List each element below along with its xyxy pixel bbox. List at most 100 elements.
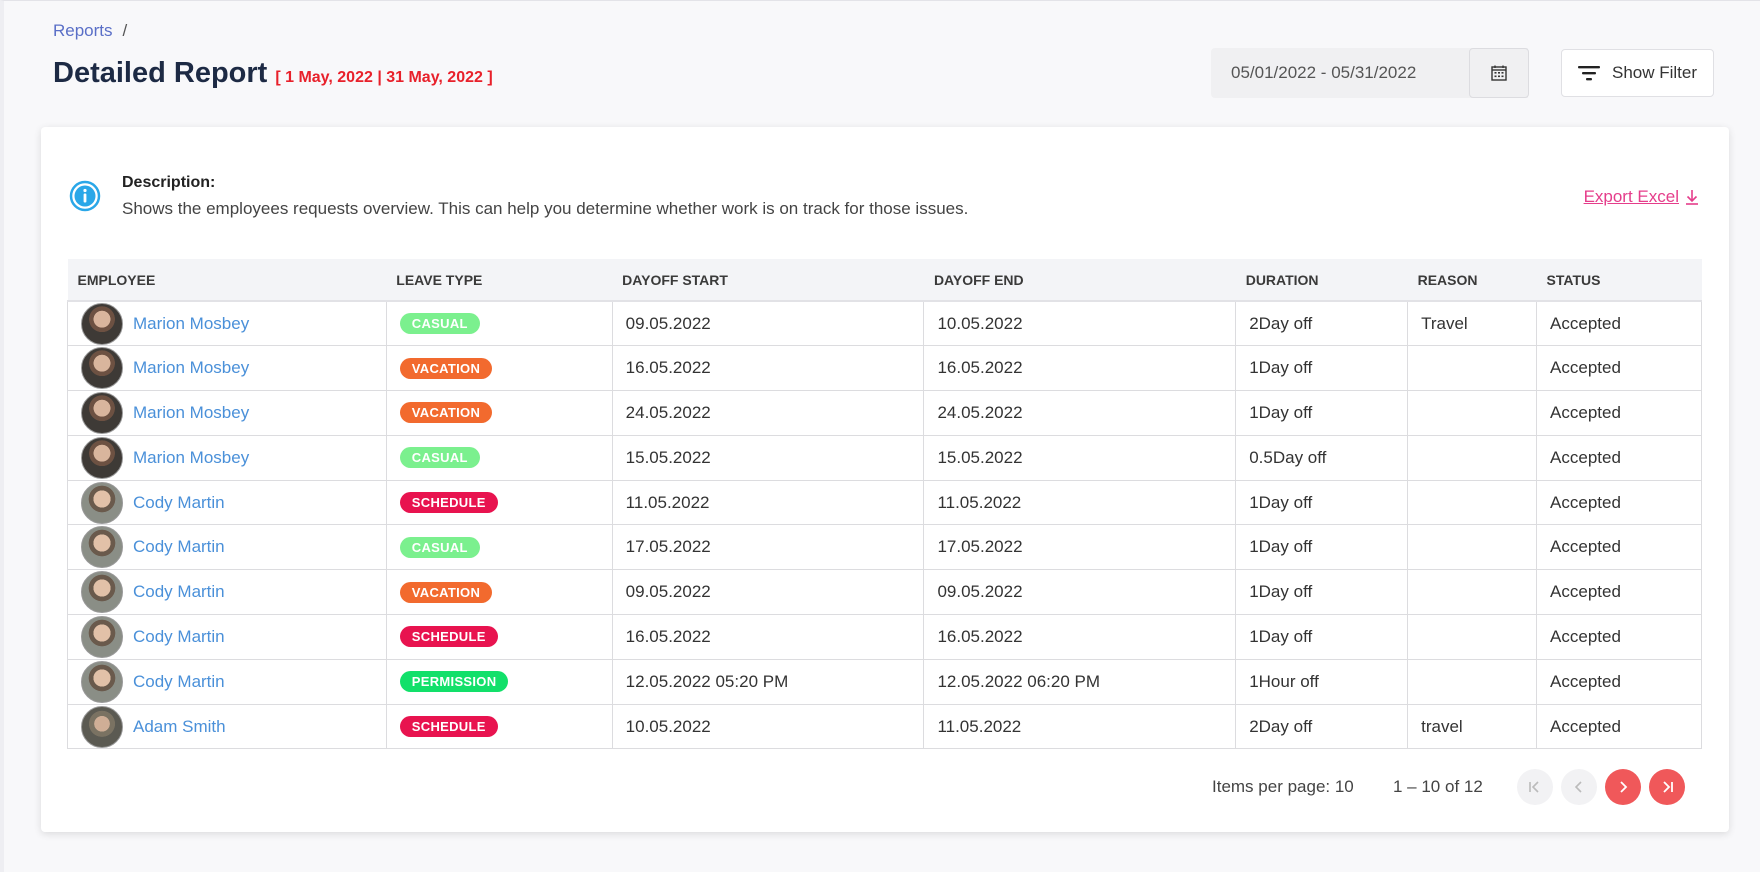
first-page-icon [1529, 781, 1539, 793]
export-excel-label: Export Excel [1583, 187, 1679, 206]
reason-cell: travel [1407, 703, 1538, 750]
title-row: Detailed Report [ 1 May, 2022 | 31 May, … [53, 57, 493, 90]
report-date-range-label: [ 1 May, 2022 | 31 May, 2022 ] [275, 69, 493, 86]
reason-cell [1407, 345, 1538, 392]
leave-type-cell: VACATION [385, 345, 613, 392]
employee-info: Cody Martin [81, 526, 386, 569]
dayoff-start-cell: 16.05.2022 [611, 345, 925, 392]
employee-cell: Marion Mosbey [67, 345, 387, 392]
employee-name-link[interactable]: Marion Mosbey [133, 358, 250, 378]
employee-info: Cody Martin [81, 481, 386, 524]
employee-info: Cody Martin [81, 615, 386, 658]
avatar [81, 615, 123, 658]
duration-cell: 1Hour off [1235, 658, 1409, 705]
status-cell: Accepted [1536, 614, 1702, 660]
dayoff-end-cell: 16.05.2022 [923, 614, 1237, 660]
status-cell: Accepted [1536, 479, 1702, 526]
export-excel-link[interactable]: Export Excel [1584, 187, 1699, 207]
page-title: Detailed Report [53, 57, 268, 89]
column-header-employee[interactable]: EMPLOYEE [67, 259, 387, 302]
next-page-button[interactable] [1605, 769, 1641, 805]
employee-name-link[interactable]: Cody Martin [133, 537, 225, 557]
avatar [81, 481, 123, 524]
column-header-status[interactable]: STATUS [1536, 259, 1702, 302]
reason-cell [1407, 479, 1538, 526]
reason-cell [1407, 658, 1538, 705]
employee-info: Adam Smith [81, 705, 386, 748]
duration-cell: 1Day off [1235, 345, 1409, 392]
dayoff-start-cell: 15.05.2022 [611, 434, 925, 481]
leave-type-cell: SCHEDULE [385, 479, 613, 526]
status-cell: Accepted [1536, 524, 1702, 571]
employee-name-link[interactable]: Cody Martin [133, 582, 225, 602]
employee-info: Cody Martin [81, 571, 386, 614]
calendar-button[interactable] [1469, 48, 1529, 98]
duration-cell: 1Day off [1235, 479, 1409, 526]
leave-type-badge: CASUAL [399, 313, 480, 335]
employee-name-link[interactable]: Marion Mosbey [133, 313, 250, 333]
dayoff-end-cell: 09.05.2022 [923, 569, 1237, 616]
filter-icon [1577, 66, 1600, 81]
first-page-button[interactable] [1517, 769, 1553, 805]
leave-type-badge: VACATION [399, 581, 493, 603]
table-header-row: EMPLOYEE LEAVE TYPE DAYOFF START DAYOFF … [67, 259, 1702, 302]
column-header-leave-type[interactable]: LEAVE TYPE [386, 259, 613, 302]
dayoff-end-cell: 11.05.2022 [923, 479, 1237, 526]
dayoff-start-cell: 10.05.2022 [611, 703, 925, 750]
dayoff-start-cell: 17.05.2022 [611, 524, 925, 571]
employee-cell: Cody Martin [67, 479, 387, 526]
items-per-page-label[interactable]: Items per page: 10 [1212, 777, 1354, 796]
dayoff-end-cell: 15.05.2022 [923, 434, 1237, 481]
previous-page-button[interactable] [1561, 769, 1597, 805]
avatar [81, 571, 123, 614]
dayoff-start-cell: 09.05.2022 [611, 300, 925, 347]
leave-type-badge: VACATION [399, 357, 493, 379]
reason-cell: Travel [1407, 300, 1538, 347]
show-filter-label: Show Filter [1611, 63, 1698, 82]
column-header-reason[interactable]: REASON [1407, 259, 1537, 302]
calendar-icon [1491, 65, 1507, 81]
employee-name-link[interactable]: Marion Mosbey [133, 402, 250, 422]
avatar [81, 302, 123, 345]
last-page-button[interactable] [1649, 769, 1685, 805]
dayoff-end-cell: 11.05.2022 [923, 703, 1237, 750]
table-row: Cody Martin SCHEDULE 11.05.2022 11.05.2022 1… [67, 479, 1702, 526]
employee-info: Marion Mosbey [81, 347, 386, 390]
chevron-right-icon [1620, 781, 1628, 793]
column-header-dayoff-start[interactable]: DAYOFF START [612, 259, 924, 302]
reason-cell [1407, 390, 1538, 436]
table-row: Marion Mosbey CASUAL 09.05.2022 10.05.2022 2… [67, 300, 1702, 347]
table-row: Cody Martin SCHEDULE 16.05.2022 16.05.2022 1… [67, 614, 1702, 660]
leave-type-cell: VACATION [385, 390, 613, 436]
leave-type-badge: PERMISSION [399, 671, 509, 693]
employee-name-link[interactable]: Adam Smith [133, 716, 226, 736]
leave-type-badge: SCHEDULE [399, 716, 498, 738]
avatar [81, 436, 123, 479]
employee-name-link[interactable]: Cody Martin [133, 671, 225, 691]
pagination: Items per page: 10 1 – 10 of 12 [41, 769, 1729, 809]
dayoff-start-cell: 09.05.2022 [611, 569, 925, 616]
table-row: Cody Martin VACATION 09.05.2022 09.05.2022 1… [67, 569, 1702, 616]
avatar [81, 705, 123, 748]
requests-table: EMPLOYEE LEAVE TYPE DAYOFF START DAYOFF … [67, 259, 1702, 750]
duration-cell: 1Day off [1235, 569, 1409, 616]
breadcrumb-reports-link[interactable]: Reports [53, 21, 113, 40]
employee-name-link[interactable]: Cody Martin [133, 626, 225, 646]
employee-name-link[interactable]: Cody Martin [133, 492, 225, 512]
column-header-dayoff-end[interactable]: DAYOFF END [923, 259, 1236, 302]
avatar [81, 391, 123, 434]
table-body: Marion Mosbey CASUAL 09.05.2022 10.05.2022 2… [67, 300, 1702, 750]
leave-type-cell: SCHEDULE [385, 703, 613, 750]
employee-cell: Cody Martin [67, 569, 387, 616]
leave-type-badge: SCHEDULE [399, 626, 498, 648]
employee-name-link[interactable]: Marion Mosbey [133, 447, 250, 467]
dayoff-start-cell: 11.05.2022 [611, 479, 925, 526]
table-row: Cody Martin PERMISSION 12.05.2022 05:20 PM… [67, 658, 1702, 705]
avatar [81, 347, 123, 390]
employee-cell: Cody Martin [67, 658, 387, 705]
show-filter-button[interactable]: Show Filter [1561, 49, 1714, 97]
column-header-duration[interactable]: DURATION [1235, 259, 1408, 302]
status-cell: Accepted [1536, 569, 1702, 616]
table-row: Marion Mosbey VACATION 24.05.2022 24.05.202… [67, 390, 1702, 436]
